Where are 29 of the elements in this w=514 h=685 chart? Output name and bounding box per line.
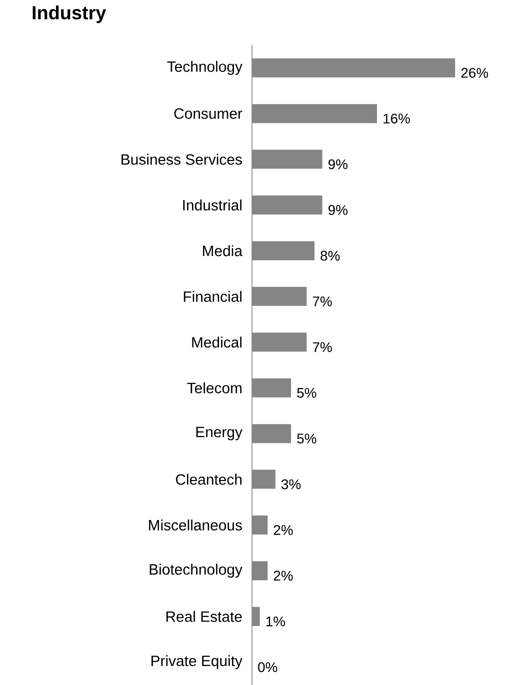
data-label: 26% <box>461 68 488 78</box>
data-label: 5% <box>297 434 316 444</box>
data-label: 0% <box>258 662 278 672</box>
y-tick-label: Biotechnology <box>150 564 242 578</box>
data-label: 3% <box>281 479 301 490</box>
y-tick-label: Telecom <box>187 382 242 394</box>
y-tick-label: Miscellaneous <box>149 520 242 530</box>
y-tick-label: Technology <box>167 60 242 75</box>
text: Industry <box>32 6 106 24</box>
y-tick-label: Real Estate <box>166 610 242 622</box>
data-label: 7% <box>312 296 332 306</box>
data-label: 5% <box>297 388 316 398</box>
y-tick-label: Business Services <box>122 154 242 165</box>
y-tick-label: Cleantech <box>176 474 242 485</box>
data-label: 9% <box>328 205 348 215</box>
data-label: 16% <box>384 114 410 124</box>
data-label: 2% <box>274 570 293 581</box>
y-tick-label: Industrial <box>183 200 242 210</box>
data-label: 7% <box>312 342 332 352</box>
y-tick-label: Media <box>202 245 242 256</box>
data-label: 9% <box>328 159 348 170</box>
y-tick-label: Private Equity <box>152 655 242 670</box>
y-tick-label: Consumer <box>174 108 242 119</box>
y-tick-label: Financial <box>184 290 242 302</box>
data-label: 1% <box>266 616 285 626</box>
y-tick-label: Energy <box>196 426 242 440</box>
y-tick-label: Medical <box>192 336 242 348</box>
data-label: 8% <box>320 250 340 261</box>
data-label: 2% <box>274 525 293 535</box>
